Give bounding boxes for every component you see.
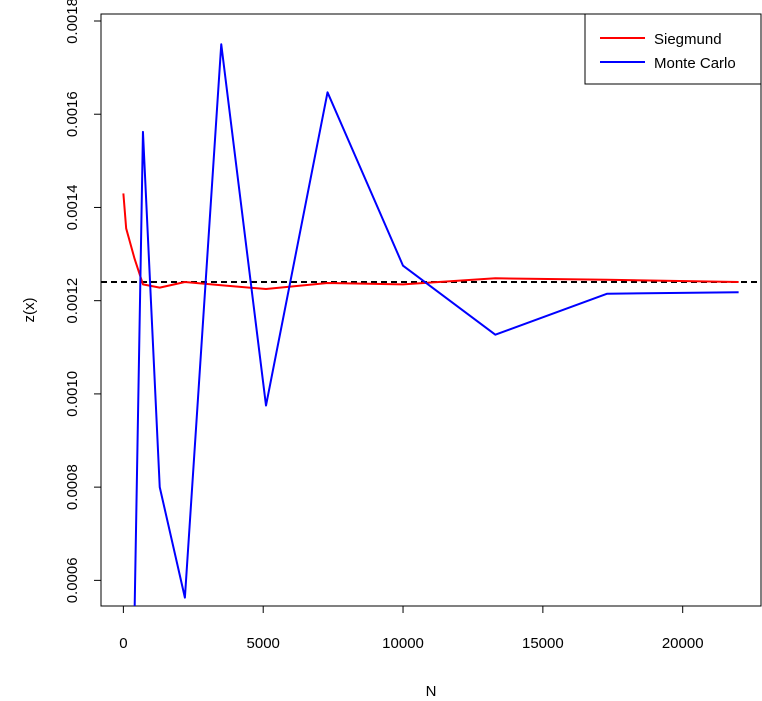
plot-area — [101, 43, 761, 606]
x-axis-title: N — [426, 683, 437, 700]
y-axis: 0.0006 0.0008 0.0010 0.0012 0.0014 0.0016 0.00… — [64, 0, 101, 603]
legend-label-siegmund: Siegmund — [654, 31, 722, 48]
y-tick-label: 0.0008 — [64, 464, 81, 510]
legend-label-monte-carlo: Monte Carlo — [654, 55, 736, 72]
legend-box — [584, 13, 762, 85]
x-tick-label: 20000 — [662, 635, 704, 652]
y-tick-label: 0.0014 — [64, 185, 81, 231]
y-tick-label: 0.0012 — [64, 278, 81, 324]
y-tick-label: 0.0006 — [64, 557, 81, 603]
x-tick-label: 5000 — [247, 635, 280, 652]
x-axis: 0 5000 10000 15000 20000 — [119, 606, 704, 652]
y-axis-title: z(x) — [21, 298, 38, 323]
y-tick-label: 0.0018 — [64, 0, 81, 44]
x-tick-label: 15000 — [522, 635, 564, 652]
series-layer — [122, 43, 739, 606]
y-tick-label: 0.0016 — [64, 91, 81, 137]
plot-frame — [100, 13, 762, 607]
series-line-monte-carlo — [133, 43, 739, 606]
x-tick-label: 10000 — [382, 635, 424, 652]
legend: Siegmund Monte Carlo — [584, 13, 762, 85]
series-line-siegmund — [122, 193, 739, 291]
y-tick-label: 0.0010 — [64, 371, 81, 417]
x-tick-label: 0 — [119, 635, 127, 652]
